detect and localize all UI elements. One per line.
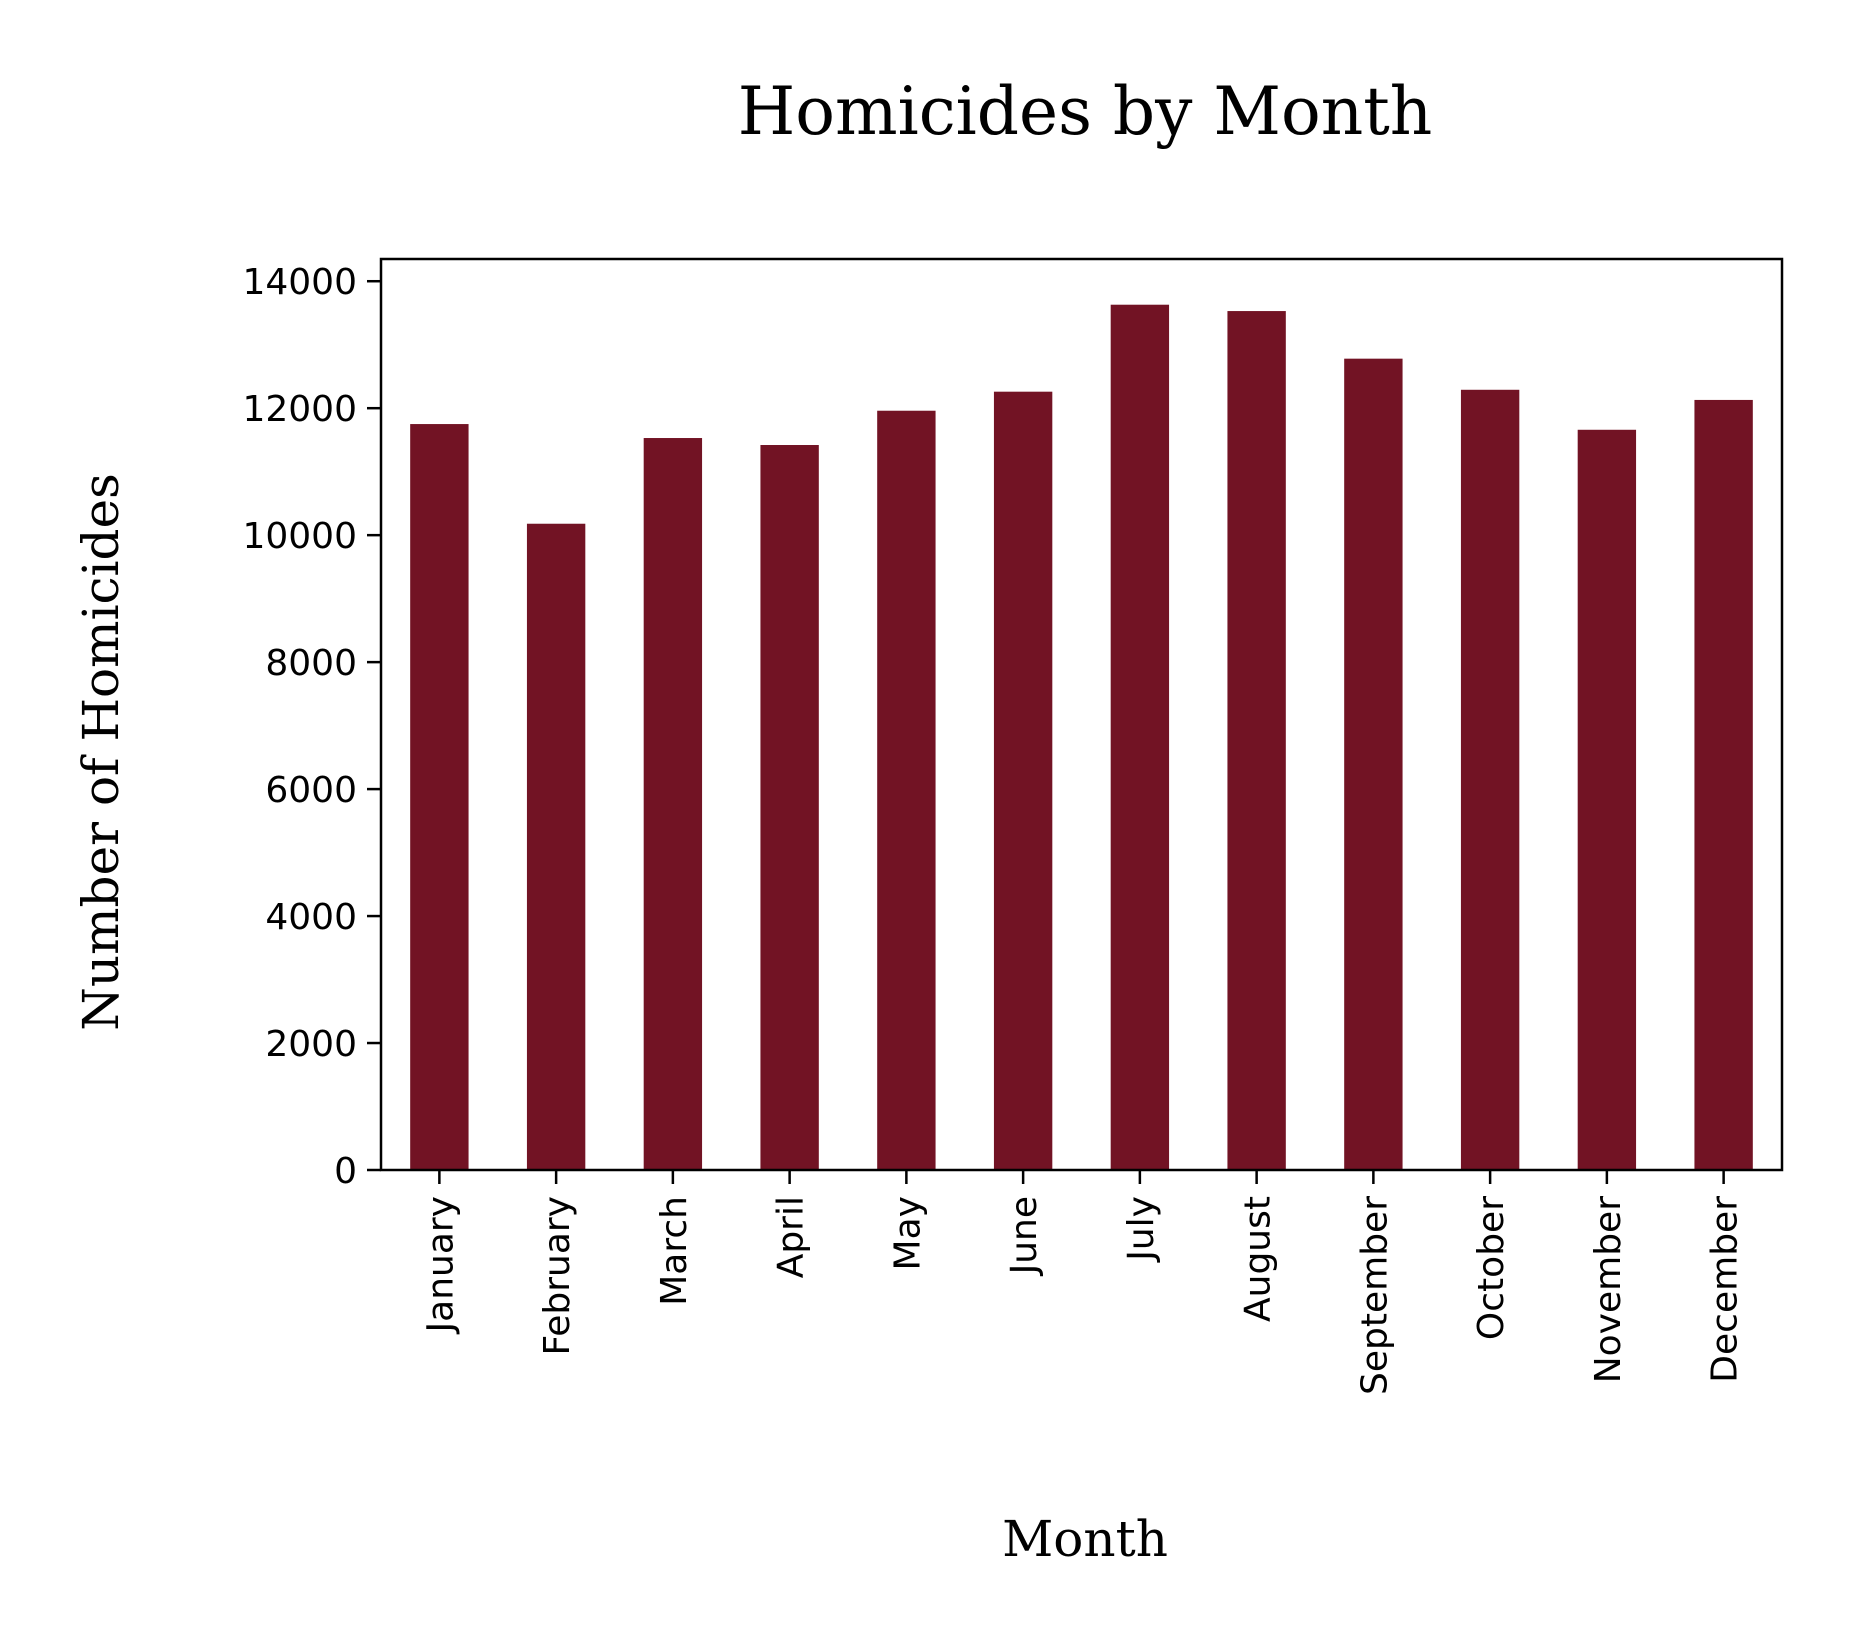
x-tick-label: December xyxy=(1705,1196,1746,1383)
bar-february xyxy=(526,523,586,1170)
bars-group xyxy=(410,304,1753,1171)
x-axis: January February March April May June July Augu… xyxy=(420,1170,1746,1395)
x-tick-label: June xyxy=(1004,1196,1045,1276)
y-tick-label: 8000 xyxy=(265,643,357,684)
y-tick-label: 6000 xyxy=(265,770,357,811)
y-tick-label: 10000 xyxy=(242,516,357,557)
y-tick-label: 12000 xyxy=(242,389,357,430)
x-axis-label: Month xyxy=(1002,1510,1168,1568)
y-tick-label: 14000 xyxy=(242,262,357,303)
bar-may xyxy=(877,410,936,1170)
x-tick-label: July xyxy=(1121,1196,1162,1263)
x-tick-label: November xyxy=(1588,1196,1629,1383)
y-tick-label: 2000 xyxy=(265,1024,357,1065)
x-tick-label: February xyxy=(537,1196,578,1356)
x-tick-label: September xyxy=(1354,1196,1395,1395)
x-tick-label: March xyxy=(654,1196,695,1306)
bar-march xyxy=(643,438,703,1171)
y-tick-label: 4000 xyxy=(265,897,357,938)
bar-january xyxy=(410,424,469,1171)
x-tick-label: April xyxy=(771,1196,812,1278)
bar-july xyxy=(1110,304,1170,1170)
bar-december xyxy=(1694,399,1753,1170)
y-axis: 0 2000 4000 6000 8000 10000 12000 14000 xyxy=(242,262,381,1192)
y-tick-label: 0 xyxy=(334,1151,357,1192)
bar-june xyxy=(993,391,1053,1170)
y-axis-label: Number of Homicides xyxy=(72,473,130,1031)
bar-november xyxy=(1577,429,1637,1170)
x-tick-label: October xyxy=(1471,1196,1512,1340)
bar-september xyxy=(1344,358,1403,1170)
x-tick-label: May xyxy=(887,1196,928,1270)
x-tick-label: August xyxy=(1238,1196,1279,1322)
x-tick-label: January xyxy=(420,1196,461,1334)
bar-august xyxy=(1227,311,1286,1170)
plot-area-frame xyxy=(379,257,1784,1172)
bar-april xyxy=(760,445,819,1171)
bar-october xyxy=(1460,389,1520,1170)
chart-title: Homicides by Month xyxy=(738,73,1433,150)
